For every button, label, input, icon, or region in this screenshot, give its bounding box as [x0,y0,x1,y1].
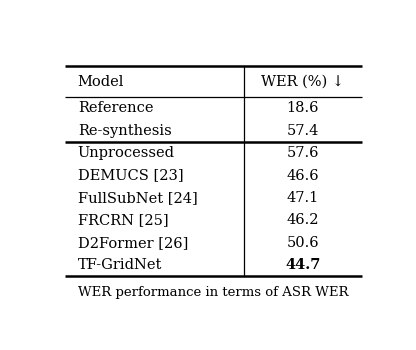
Text: 50.6: 50.6 [286,236,319,250]
Text: 18.6: 18.6 [287,102,319,116]
Text: 57.6: 57.6 [287,146,319,160]
Text: FRCRN [25]: FRCRN [25] [78,213,168,227]
Text: Re-synthesis: Re-synthesis [78,124,171,138]
Text: 57.4: 57.4 [287,124,319,138]
Text: WER (%) ↓: WER (%) ↓ [261,75,344,89]
Text: Reference: Reference [78,102,153,116]
Text: DEMUCS [23]: DEMUCS [23] [78,169,183,183]
Text: TF-GridNet: TF-GridNet [78,258,162,272]
Text: D2Former [26]: D2Former [26] [78,236,188,250]
Text: Model: Model [78,75,124,89]
Text: 44.7: 44.7 [285,258,320,272]
Text: Unprocessed: Unprocessed [78,146,175,160]
Text: WER performance in terms of ASR WER: WER performance in terms of ASR WER [78,286,349,299]
Text: FullSubNet [24]: FullSubNet [24] [78,191,198,205]
Text: 46.6: 46.6 [286,169,319,183]
Text: 46.2: 46.2 [287,213,319,227]
Text: 47.1: 47.1 [287,191,319,205]
